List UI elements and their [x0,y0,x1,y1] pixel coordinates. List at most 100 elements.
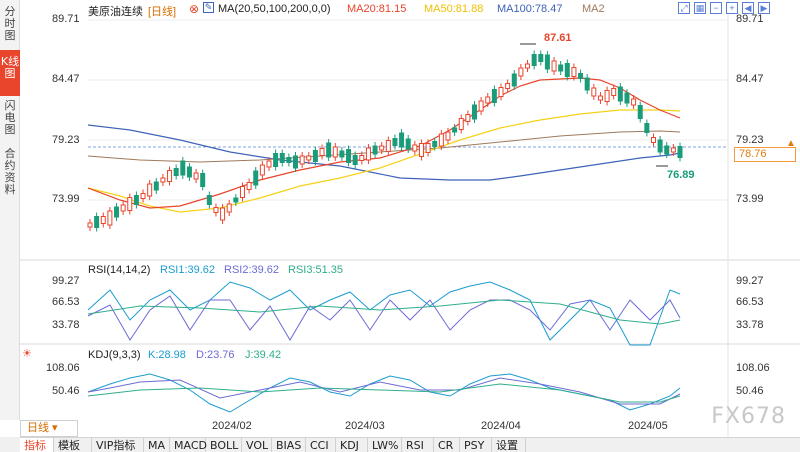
candle-body [637,105,643,119]
toolbar-item-5[interactable]: BOLL [206,438,242,452]
candle-body [511,73,517,87]
tab-lightning[interactable]: 闪电图 [4,99,16,136]
tab-kline[interactable]: K线图 [0,50,20,96]
candle-body [87,222,93,228]
chart-style-icon[interactable]: ▦ [694,2,706,14]
toolbar-item-0[interactable]: 指标 [20,438,54,452]
tab-contract-info[interactable]: 合约资料 [4,147,16,196]
toolbar-item-12[interactable]: CR [434,438,460,452]
right-arrow-icon[interactable]: ▶ [758,2,770,14]
candle-body [200,173,206,187]
y-tick-left: 73.99 [52,193,80,205]
chart-canvas[interactable] [20,0,800,437]
kdj-label: KDJ(9,3,3) [88,349,141,361]
candle-body [372,145,378,155]
candle-body [279,153,285,163]
candle-body [127,197,133,211]
toolbar-item-3[interactable]: MA [144,438,170,452]
candle-body [551,60,557,72]
candle-body [266,160,272,168]
maximize-icon[interactable]: ⤢ [678,2,690,14]
toolbar-item-1[interactable]: 模板 [54,438,92,452]
candle-body [670,147,676,153]
candle-body [153,181,159,191]
candle-body [604,90,610,102]
candle-body [160,177,166,183]
candle-body [259,164,265,176]
candle-body [359,155,365,161]
kdj-settings-icon[interactable]: ☀ [22,348,32,360]
kdj-d-value: D:23.76 [196,349,235,361]
candle-body [525,63,531,69]
zoom-in-icon[interactable]: + [726,2,738,14]
y-tick-right: 89.71 [736,13,764,25]
left-arrow-icon[interactable]: ◀ [742,2,754,14]
candle-body [445,131,451,141]
candle-body [399,132,405,148]
ma2-value: MA2 [582,3,605,15]
kdj-k-value: K:28.98 [148,349,186,361]
ma-label: MA(20,50,100,200,0,0) [218,3,331,15]
candle-body [140,193,146,199]
candle-body [591,87,597,97]
candle-body [293,155,299,169]
settings-icon[interactable]: ⊗ [189,2,200,16]
toolbar-item-9[interactable]: KDJ [336,438,368,452]
candle-body [206,195,212,205]
tab-timeshare[interactable]: 分时图 [4,5,16,42]
toolbar-item-6[interactable]: VOL [242,438,272,452]
instrument-title: 美原油连续 [88,6,143,18]
candle-body [518,67,524,77]
rsi2-value: RSI2:39.62 [224,264,280,276]
candle-body [220,207,226,221]
rsi-label: RSI(14,14,2) [88,264,151,276]
period-selector[interactable]: 日线 ▾ [20,420,78,437]
candle-body [624,92,630,104]
candle-body [299,155,305,165]
candle-body [458,118,464,130]
candle-body [564,63,570,77]
candle-body [332,146,338,158]
toolbar-item-2[interactable]: VIP指标 [92,438,144,452]
y-tick-right: 84.47 [736,73,764,85]
toolbar-item-7[interactable]: BIAS [272,438,306,452]
toolbar-item-10[interactable]: LW% [368,438,402,452]
ma50-value: MA50:81.88 [424,3,484,15]
rsi-y-tick-right: 66.53 [736,296,764,308]
price-arrow-icon: ▲ [786,138,796,149]
candle-body [385,140,391,152]
candle-body [286,157,292,163]
candle-body [107,210,113,226]
candle-body [253,170,259,186]
toolbar-item-8[interactable]: CCI [306,438,336,452]
ma100-value: MA100:78.47 [497,3,563,15]
toolbar-item-13[interactable]: PSY [460,438,492,452]
rsi1-value: RSI1:39.62 [160,264,216,276]
candle-body [133,195,139,205]
ma20-value: MA20:81.15 [347,3,407,15]
candle-body [312,150,318,162]
candle-body [246,182,252,190]
watermark: FX678 [711,404,786,429]
toolbar-item-4[interactable]: MACD [170,438,207,452]
candle-body [664,145,670,155]
candle-body [544,54,550,70]
candle-body [438,133,444,147]
edit-icon[interactable]: ✎ [203,2,214,13]
toolbar-item-14[interactable]: 设置 [492,438,526,452]
candle-body [94,216,100,228]
zoom-out-icon[interactable]: − [710,2,722,14]
candle-body [597,95,603,101]
candle-body [306,155,312,161]
y-tick-left: 79.23 [52,134,80,146]
kdj-y-tick-right: 108.06 [736,362,770,374]
y-tick-left: 89.71 [52,13,80,25]
candle-body [531,54,537,66]
candle-body [100,216,106,224]
toolbar-item-11[interactable]: RSI [402,438,434,452]
rsi3-value: RSI3:51.35 [288,264,344,276]
period-tag: [日线] [148,6,177,18]
rsi-y-tick-right: 33.78 [736,319,764,331]
candle-body [412,144,418,152]
